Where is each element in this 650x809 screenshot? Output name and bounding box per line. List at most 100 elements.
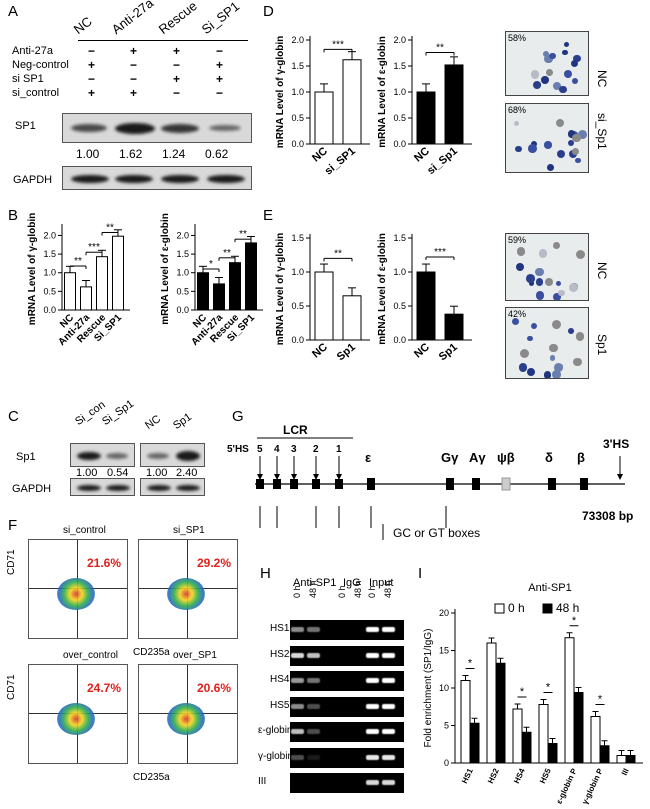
x-tick-label: si_Sp1	[425, 145, 460, 177]
e-image-nc	[505, 233, 589, 301]
sig-stars: **	[334, 248, 342, 259]
cell-dot	[513, 121, 519, 127]
x-tick-label: ε-globin P	[555, 766, 580, 805]
g-gene-map: LCR 5'HS 5 4 3 2 1 ε Gγ Aγ ψβ δ β 3'HS 7…	[227, 423, 633, 540]
h-group-igg: IgG	[343, 577, 361, 589]
y-tick-label: 1.0	[393, 267, 406, 277]
y-tick-label: 0.5	[176, 286, 189, 296]
g-hs4-num: 4	[274, 444, 280, 455]
c-label-gapdh: GAPDH	[12, 483, 52, 495]
a-blot-gapdh	[62, 166, 252, 190]
d-img-pct-1: 58%	[508, 33, 527, 43]
cell-dot	[541, 76, 549, 84]
g-lcr-label: LCR	[283, 423, 308, 437]
cell-dot	[571, 77, 578, 84]
sig-stars: *	[520, 686, 525, 698]
d-chart-epsilon: 0.0 0.5 1.0 1.5 2.0 mRNA Level of ε-globin NCs…	[377, 35, 472, 177]
x-tick-label: si_SP1	[323, 145, 358, 177]
cell-dot	[572, 147, 580, 155]
a-label-gapdh: GAPDH	[13, 174, 53, 186]
cell-dot	[553, 293, 561, 300]
g-length: 73308 bp	[582, 509, 633, 523]
cell-dot	[576, 249, 585, 259]
sig-stars: **	[223, 248, 231, 259]
bar	[197, 272, 209, 311]
g-hs-arrows	[259, 456, 621, 476]
cell-dot	[563, 41, 570, 48]
g-gene-beta: β	[577, 450, 585, 465]
bar	[460, 680, 471, 764]
c-col-sicon: Si_con	[73, 398, 108, 428]
f-ylabel: CD71	[6, 674, 17, 700]
e-img-pct-2: 42%	[508, 309, 527, 319]
y-tick-label: 0.5	[43, 286, 56, 296]
y-tick-label: 0.0	[43, 305, 56, 315]
bar	[564, 637, 575, 764]
a-row-label: si_control	[12, 87, 60, 99]
g-gc-boxes	[259, 506, 447, 528]
panel-label-h: H	[260, 565, 271, 582]
g-5hs-label: 5'HS	[227, 444, 249, 455]
y-tick-label: 10	[439, 683, 449, 693]
cell-dot	[553, 81, 562, 90]
cell-dot	[577, 130, 587, 140]
bar	[64, 272, 76, 311]
cell-dot	[555, 280, 561, 286]
a-label-sp1: SP1	[15, 120, 36, 132]
cell-dot	[555, 118, 564, 127]
e-chart-epsilon: 0.0 0.5 1.0 1.5 mRNA Level of ε-globin NC Sp1 *…	[377, 233, 472, 363]
x-tick-label: NC	[310, 145, 330, 164]
h-gel-lane	[290, 645, 404, 666]
cell-dot	[535, 291, 545, 300]
d-image-sisp1	[505, 103, 589, 173]
a-blot-sp1	[62, 113, 252, 143]
sig-stars: **	[239, 229, 247, 240]
sig-stars: **	[74, 256, 82, 267]
cell-dot	[558, 289, 565, 296]
sig-stars: **	[436, 42, 444, 53]
c-blot-sp1-right	[140, 443, 205, 467]
sig-stars: *	[598, 694, 603, 706]
h-gel-lane	[290, 722, 404, 742]
x-tick-label: HS2	[486, 767, 501, 785]
f-plot-title: si_SP1	[173, 525, 205, 536]
d-img-label-nc: NC	[595, 70, 609, 88]
a-val-3: 1.24	[162, 147, 186, 161]
cell-dot	[553, 242, 560, 250]
y-axis-label: mRNA Level of γ-globin	[275, 36, 286, 148]
bar	[590, 716, 601, 764]
cell-dot	[543, 371, 552, 378]
y-tick-label: 1.0	[176, 268, 189, 278]
bar	[342, 59, 362, 145]
y-tick-label: 1.0	[291, 267, 304, 277]
cell-dot	[545, 277, 554, 286]
y-tick-label: 0.0	[291, 335, 304, 345]
bar	[444, 313, 464, 341]
f-xlabel: CD235a	[133, 772, 170, 783]
y-axis-label: mRNA Level of ε-globin	[160, 213, 171, 325]
e-image-sp1	[505, 307, 589, 379]
y-tick-label: 0.0	[176, 305, 189, 315]
bar	[573, 692, 584, 764]
x-tick-label: HS5	[538, 767, 553, 785]
i-chart: Anti-SP1 0 5 10 15 20 Fold enrichment (SP1/IgG…	[423, 582, 643, 806]
bar	[229, 262, 241, 311]
bar	[599, 745, 610, 764]
cell-dot	[568, 328, 575, 335]
cell-dot	[517, 247, 526, 256]
bar	[96, 256, 108, 311]
cell-dot	[527, 336, 533, 342]
y-tick-label: 0.0	[291, 139, 304, 149]
bar	[495, 662, 506, 764]
h-gel-lane	[290, 620, 404, 640]
h-group-antisp1: Anti-SP1	[293, 577, 337, 589]
d-img-label-sisp1: si_Sp1	[595, 113, 609, 150]
g-arrow-heads	[257, 474, 623, 480]
cell-dot	[559, 85, 567, 94]
cell-dot	[549, 343, 558, 353]
c-blot-sp1-left	[70, 443, 135, 467]
g-gene-epsilon: ε	[365, 450, 371, 465]
c-col-sp1: Sp1	[171, 410, 195, 432]
